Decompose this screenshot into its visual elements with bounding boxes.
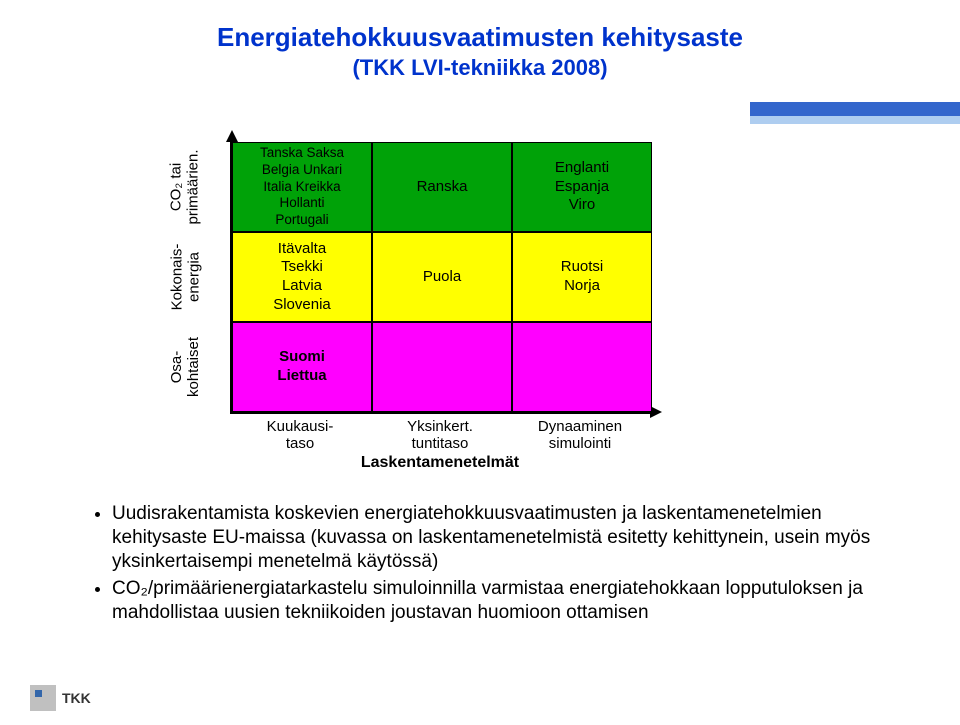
x-label-1: Yksinkert. tuntitaso [370, 418, 510, 452]
matrix-cell-2-2 [512, 322, 652, 412]
bullet-0: Uudisrakentamista koskevien energiatehok… [112, 502, 890, 573]
bullet-1: CO₂/primäärienergiatarkastelu simuloinni… [112, 577, 890, 625]
decorative-stripes [750, 102, 960, 138]
matrix-cell-1-0: Itävalta Tsekki Latvia Slovenia [232, 232, 372, 322]
bullet-list: Uudisrakentamista koskevien energiatehok… [90, 502, 890, 629]
y-row-label-2: Osa- kohtaiset [150, 322, 220, 412]
matrix-cell-0-2: Englanti Espanja Viro [512, 142, 652, 232]
matrix-grid: Tanska Saksa Belgia Unkari Italia Kreikk… [230, 142, 652, 414]
y-row-labels: CO₂ tai primäärien. Kokonais- energia Os… [150, 142, 220, 412]
x-label-2: Dynaaminen simulointi [510, 418, 650, 452]
y-row-label-0: CO₂ tai primäärien. [150, 142, 220, 232]
matrix-chart: Energiatehokkuusvaatimukset CO₂ tai prim… [120, 142, 740, 472]
page-subtitle: (TKK LVI-tekniikka 2008) [0, 55, 960, 81]
matrix-cell-0-0: Tanska Saksa Belgia Unkari Italia Kreikk… [232, 142, 372, 232]
matrix-cell-2-1 [372, 322, 512, 412]
footer-logo: TKK [30, 685, 91, 711]
tkk-logo-icon [30, 685, 56, 711]
matrix-cell-2-0: Suomi Liettua [232, 322, 372, 412]
x-axis-title: Laskentamenetelmät [230, 454, 650, 472]
x-labels: Kuukausi- taso Yksinkert. tuntitaso Dyna… [230, 418, 650, 452]
x-label-0: Kuukausi- taso [230, 418, 370, 452]
matrix-cell-1-2: Ruotsi Norja [512, 232, 652, 322]
y-axis-arrow [226, 130, 238, 142]
matrix-cell-1-1: Puola [372, 232, 512, 322]
page-title: Energiatehokkuusvaatimusten kehitysaste [0, 22, 960, 53]
matrix-cell-0-1: Ranska [372, 142, 512, 232]
tkk-logo-text: TKK [62, 690, 91, 706]
y-row-label-1: Kokonais- energia [150, 232, 220, 322]
